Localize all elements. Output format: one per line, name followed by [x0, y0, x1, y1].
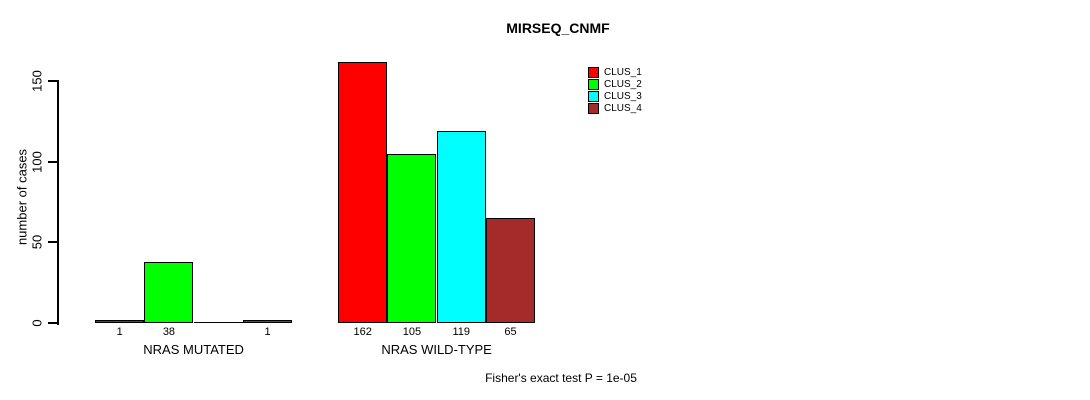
legend-label: CLUS_2: [604, 78, 642, 90]
y-axis-tick: [48, 160, 58, 163]
bar-clus_2-group1: [144, 262, 193, 323]
legend-label: CLUS_1: [604, 66, 642, 78]
legend-row: CLUS_3: [588, 90, 642, 102]
legend-label: CLUS_4: [604, 102, 642, 114]
y-axis-label: number of cases: [14, 148, 30, 246]
legend-swatch-clus_4: [588, 102, 599, 114]
legend-row: CLUS_4: [588, 102, 642, 114]
bar-value-label: 1: [264, 326, 271, 338]
bar-clus_1-group2: [338, 62, 387, 323]
legend-swatch-clus_3: [588, 90, 599, 102]
bar-value-label: 119: [452, 326, 471, 338]
legend-swatch-clus_2: [588, 78, 599, 90]
chart-title: MIRSEQ_CNMF: [506, 20, 610, 36]
group-label-1: NRAS MUTATED: [143, 342, 244, 357]
bar-clus_3-group2: [437, 131, 486, 323]
legend-row: CLUS_1: [588, 66, 642, 78]
bar-clus_2-group2: [387, 154, 436, 323]
y-axis-tick-label: 150: [29, 70, 45, 92]
bar-value-label: 162: [353, 326, 372, 338]
y-axis-tick: [48, 322, 58, 324]
bar-clus_1-group1: [95, 320, 144, 323]
annotation-text: Fisher's exact test P = 1e-05: [485, 371, 637, 385]
bar-value-label: 65: [504, 326, 517, 338]
bar-clus_4-group1: [243, 320, 292, 323]
bar-value-label: 105: [402, 326, 422, 338]
legend-row: CLUS_2: [588, 78, 642, 90]
bar-value-label: 38: [162, 326, 176, 338]
y-axis-line: [57, 80, 59, 325]
y-axis-tick: [48, 241, 58, 244]
y-axis-tick-label: 0: [29, 319, 45, 327]
bar-clus_4-group2: [486, 218, 535, 323]
y-axis-tick-label: 100: [29, 150, 45, 173]
legend-label: CLUS_3: [604, 90, 642, 102]
y-axis-tick-label: 50: [29, 235, 45, 250]
bar-clus_3-group1: [194, 322, 243, 323]
y-axis-tick: [48, 80, 58, 83]
group-label-2: NRAS WILD-TYPE: [381, 342, 492, 357]
legend: CLUS_1 CLUS_2 CLUS_3 CLUS_4: [588, 66, 642, 114]
bar-value-label: 1: [116, 326, 123, 338]
legend-swatch-clus_1: [588, 66, 599, 78]
